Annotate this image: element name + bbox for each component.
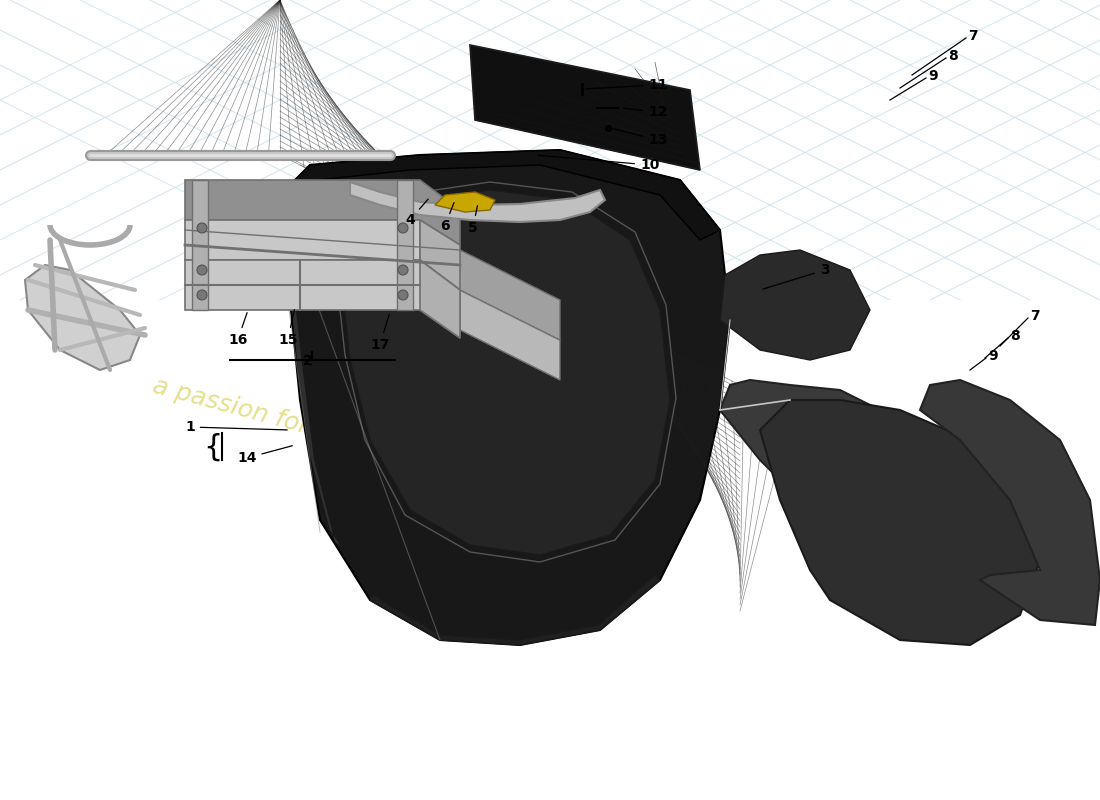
Text: 9: 9 bbox=[928, 69, 937, 83]
Polygon shape bbox=[720, 380, 920, 540]
Polygon shape bbox=[192, 180, 208, 310]
Text: 16: 16 bbox=[228, 313, 248, 347]
Text: 15: 15 bbox=[278, 310, 297, 347]
Polygon shape bbox=[290, 285, 340, 545]
Polygon shape bbox=[420, 270, 560, 380]
Polygon shape bbox=[340, 190, 670, 555]
Text: euros: euros bbox=[260, 260, 678, 387]
Text: 3: 3 bbox=[762, 263, 829, 289]
Circle shape bbox=[398, 265, 408, 275]
Circle shape bbox=[197, 265, 207, 275]
Text: 4: 4 bbox=[405, 199, 428, 227]
Polygon shape bbox=[185, 180, 460, 245]
Polygon shape bbox=[434, 192, 495, 212]
Polygon shape bbox=[285, 150, 730, 645]
Text: 11: 11 bbox=[586, 78, 668, 92]
Polygon shape bbox=[720, 250, 870, 360]
Polygon shape bbox=[25, 265, 140, 370]
Polygon shape bbox=[185, 220, 420, 260]
Polygon shape bbox=[397, 180, 412, 310]
Circle shape bbox=[398, 223, 408, 233]
Polygon shape bbox=[370, 575, 660, 645]
Polygon shape bbox=[920, 380, 1100, 625]
Polygon shape bbox=[185, 260, 460, 338]
Polygon shape bbox=[760, 400, 1040, 645]
Text: 1: 1 bbox=[185, 420, 287, 434]
Text: 2: 2 bbox=[304, 354, 312, 368]
Polygon shape bbox=[470, 45, 700, 170]
Text: 5: 5 bbox=[468, 206, 477, 235]
Text: 13: 13 bbox=[613, 129, 668, 147]
Polygon shape bbox=[420, 220, 460, 290]
Text: a passion for parts since 1985: a passion for parts since 1985 bbox=[150, 374, 521, 495]
Circle shape bbox=[197, 223, 207, 233]
Polygon shape bbox=[350, 182, 605, 222]
Text: 9: 9 bbox=[988, 349, 998, 363]
Circle shape bbox=[398, 290, 408, 300]
Text: 6: 6 bbox=[440, 202, 454, 233]
Text: 12: 12 bbox=[623, 105, 668, 119]
Polygon shape bbox=[280, 150, 720, 240]
Polygon shape bbox=[420, 230, 560, 340]
Text: 17: 17 bbox=[370, 314, 389, 352]
Polygon shape bbox=[420, 260, 460, 338]
Text: {: { bbox=[204, 433, 222, 462]
Text: 8: 8 bbox=[1010, 329, 1020, 343]
Text: 14: 14 bbox=[236, 446, 293, 465]
Text: 8: 8 bbox=[948, 49, 958, 63]
Text: 10: 10 bbox=[538, 155, 659, 172]
Circle shape bbox=[197, 290, 207, 300]
Text: 7: 7 bbox=[968, 29, 978, 43]
Text: 7: 7 bbox=[1030, 309, 1040, 323]
